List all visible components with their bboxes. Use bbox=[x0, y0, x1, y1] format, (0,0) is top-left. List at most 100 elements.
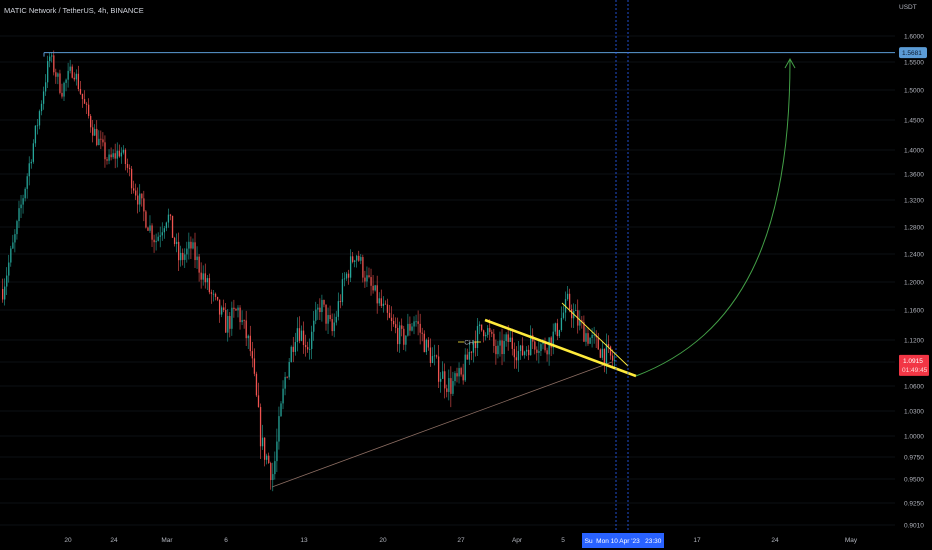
wedge-upper-line bbox=[484, 318, 637, 378]
candle-body bbox=[599, 349, 601, 358]
candle-body bbox=[249, 335, 251, 352]
last-price-label: 1.0915 bbox=[903, 358, 923, 365]
candle-body bbox=[609, 346, 612, 356]
countdown-label: 01:49:45 bbox=[902, 367, 928, 374]
candle-body bbox=[300, 330, 303, 341]
candle-body bbox=[431, 356, 434, 363]
candle-body bbox=[294, 342, 296, 352]
candle-body bbox=[280, 403, 282, 417]
price-tick-label: 1.0300 bbox=[904, 409, 924, 416]
candle-body bbox=[505, 334, 507, 342]
candle-body bbox=[167, 214, 170, 223]
candle-body bbox=[128, 167, 131, 169]
candle-body bbox=[528, 349, 530, 356]
candle-body bbox=[145, 211, 147, 228]
candle-body bbox=[153, 239, 155, 243]
candle-body bbox=[304, 344, 307, 348]
candle-body bbox=[92, 127, 94, 136]
candle-body bbox=[67, 70, 69, 80]
candle-body bbox=[259, 407, 262, 447]
candle-body bbox=[218, 299, 221, 315]
candle-body bbox=[278, 416, 280, 442]
time-tick-label: 20 bbox=[379, 537, 387, 544]
candle-body bbox=[192, 242, 194, 249]
candle-body bbox=[319, 307, 321, 313]
price-tick-label: 1.3200 bbox=[904, 198, 924, 205]
price-tick-label: 1.2400 bbox=[904, 252, 924, 259]
candle-body bbox=[335, 316, 337, 323]
support-line bbox=[271, 361, 613, 488]
candle-body bbox=[106, 159, 108, 161]
candle-body bbox=[601, 348, 604, 358]
candle-body bbox=[497, 345, 499, 355]
candle-body bbox=[478, 324, 481, 327]
candle-body bbox=[399, 325, 401, 345]
candle-body bbox=[358, 255, 360, 261]
candle-body bbox=[102, 139, 104, 143]
candle-body bbox=[474, 341, 477, 348]
time-axis[interactable]: 20 24 Mar 6 13 20 27 Apr 5 17 24 May Su Mon 10 Apr '… bbox=[64, 533, 858, 548]
candle-body bbox=[184, 254, 186, 260]
candle-body bbox=[225, 310, 227, 333]
candle-body bbox=[530, 335, 532, 356]
candle-body bbox=[104, 142, 106, 160]
candle-body bbox=[603, 348, 606, 364]
candle-body bbox=[544, 342, 546, 351]
candle-body bbox=[405, 335, 407, 345]
candle-body bbox=[515, 357, 518, 361]
candle-body bbox=[296, 328, 299, 343]
candle-body bbox=[333, 322, 335, 332]
candle-body bbox=[63, 82, 65, 97]
candle-body bbox=[241, 320, 243, 323]
candle-body bbox=[263, 437, 266, 460]
candle-body bbox=[423, 333, 425, 353]
candle-body bbox=[331, 319, 333, 332]
candle-body bbox=[614, 359, 616, 361]
candle-body bbox=[427, 339, 430, 348]
candle-body bbox=[354, 260, 356, 262]
candle-body bbox=[24, 188, 26, 199]
candle-body bbox=[85, 103, 88, 105]
price-axis[interactable]: 1.6000 1.5500 1.5000 1.4500 1.4000 1.3600 1.32… bbox=[899, 34, 929, 530]
candle-body bbox=[407, 323, 409, 336]
candle-body bbox=[59, 73, 61, 93]
candle-body bbox=[360, 257, 362, 261]
candle-body bbox=[315, 309, 317, 321]
resistance-price-badge bbox=[899, 47, 927, 59]
candle-body bbox=[261, 437, 264, 447]
candle-body bbox=[214, 293, 217, 297]
time-tick-label: 13 bbox=[300, 537, 308, 544]
candle-body bbox=[114, 153, 116, 159]
time-tick-label: 24 bbox=[771, 537, 779, 544]
candle-body bbox=[110, 154, 112, 158]
candle-body bbox=[71, 66, 73, 78]
price-tick-label: 0.9750 bbox=[904, 455, 924, 462]
candle-body bbox=[493, 333, 495, 346]
candle-body bbox=[571, 309, 573, 319]
candle-body bbox=[356, 255, 358, 261]
price-tick-label: 1.1600 bbox=[904, 308, 924, 315]
candle-body bbox=[124, 149, 127, 165]
price-tick-label: 1.6000 bbox=[904, 34, 924, 41]
candle-body bbox=[147, 227, 149, 231]
candle-body bbox=[65, 79, 67, 83]
candle-body bbox=[98, 138, 100, 146]
candle-body bbox=[327, 315, 329, 324]
candle-body bbox=[503, 341, 505, 355]
candle-body bbox=[605, 344, 608, 364]
candle-body bbox=[480, 324, 483, 331]
candle-body bbox=[517, 351, 520, 361]
candle-body bbox=[581, 320, 583, 323]
grid bbox=[0, 35, 895, 526]
price-tick-label: 1.1200 bbox=[904, 338, 924, 345]
candle-body bbox=[458, 368, 460, 377]
candle-body bbox=[560, 317, 563, 331]
candle-body bbox=[253, 358, 256, 374]
time-tick-label: May bbox=[845, 537, 858, 544]
candle-body bbox=[8, 262, 10, 276]
candle-body bbox=[460, 368, 462, 375]
candles bbox=[2, 50, 616, 492]
candle-body bbox=[347, 273, 350, 278]
candle-body bbox=[202, 273, 204, 280]
